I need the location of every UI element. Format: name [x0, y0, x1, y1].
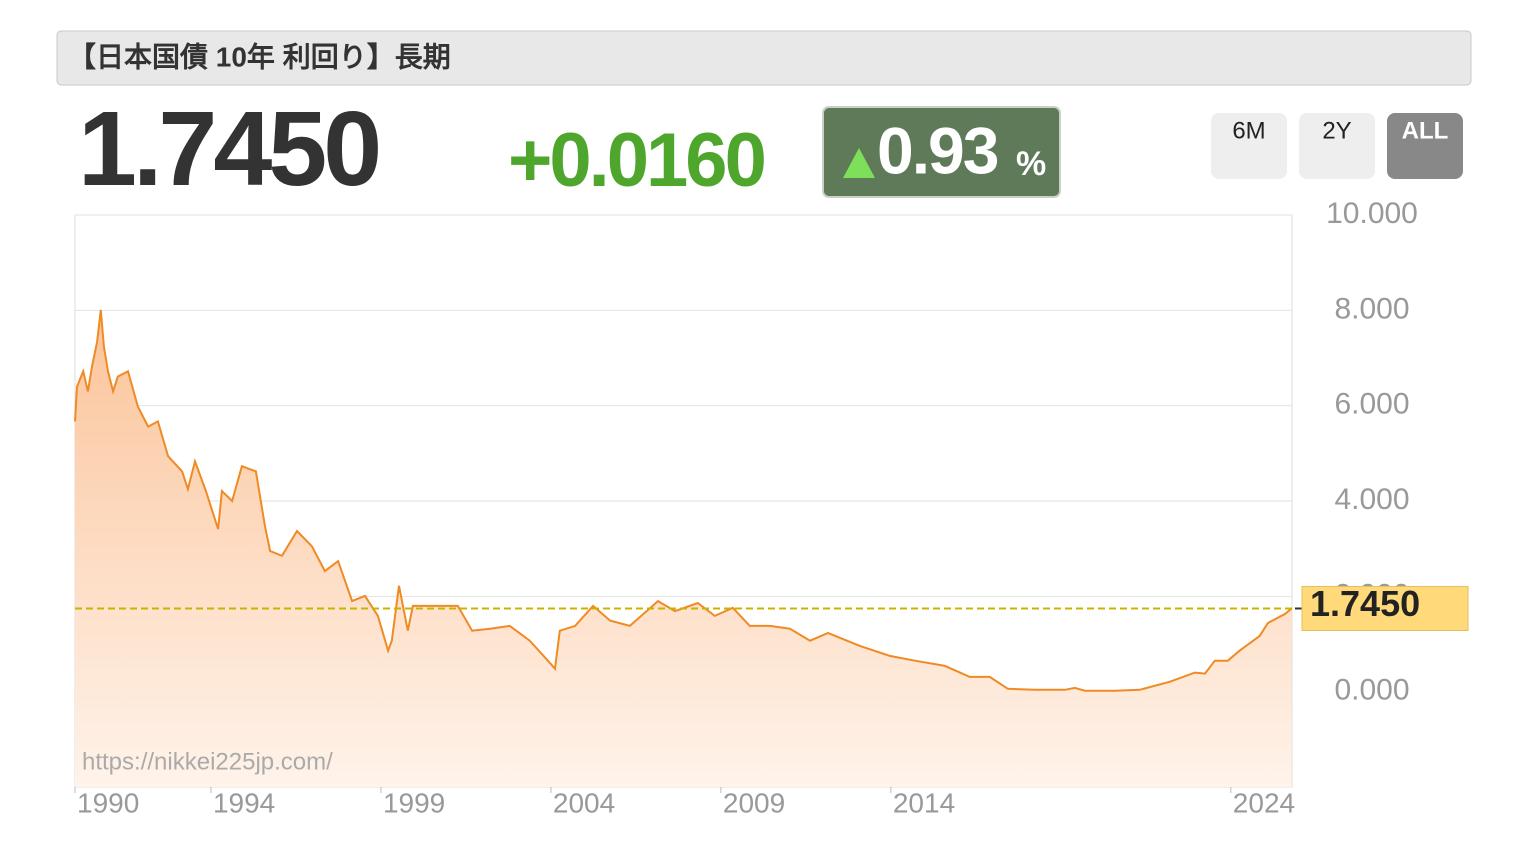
range-button[interactable]	[1387, 113, 1463, 179]
x-tick-label: 2014	[893, 787, 955, 818]
title: 【日本国債 10年 利回り】長期	[68, 40, 451, 72]
x-tick-label: 1990	[77, 787, 139, 818]
x-tick-label: 2009	[723, 787, 785, 818]
y-tick-label: 8.000	[1334, 292, 1409, 325]
line	[74, 309, 1293, 692]
y-tick-label: 10.000	[1326, 197, 1418, 230]
change: +0.0160	[508, 118, 765, 203]
current-value-box	[1301, 585, 1469, 631]
y-tick-label: 0.000	[1334, 674, 1409, 707]
pct-unit: %	[1016, 145, 1046, 183]
watermark: https://nikkei225jp.com/	[82, 748, 333, 775]
x-tick-label: 2004	[553, 787, 615, 818]
range-button[interactable]	[1299, 113, 1375, 179]
y-tick-label: 6.000	[1334, 388, 1409, 421]
price: 1.7450	[78, 90, 378, 208]
x-tick-label: 1999	[383, 787, 445, 818]
range-label: 6M	[1232, 117, 1265, 144]
x-tick-label: 2024	[1233, 787, 1295, 818]
title-bar	[56, 30, 1472, 86]
y-tick-label: 4.000	[1334, 483, 1409, 516]
area	[75, 309, 1292, 787]
up-arrow	[843, 148, 875, 178]
pct-badge	[822, 106, 1061, 198]
range-label: 2Y	[1322, 117, 1351, 144]
change-pct: 0.93	[877, 113, 998, 187]
current-value: 1.7450	[1310, 583, 1420, 624]
x-tick-label: 1994	[213, 787, 275, 818]
range-label: ALL	[1402, 117, 1449, 144]
range-button[interactable]	[1211, 113, 1287, 179]
